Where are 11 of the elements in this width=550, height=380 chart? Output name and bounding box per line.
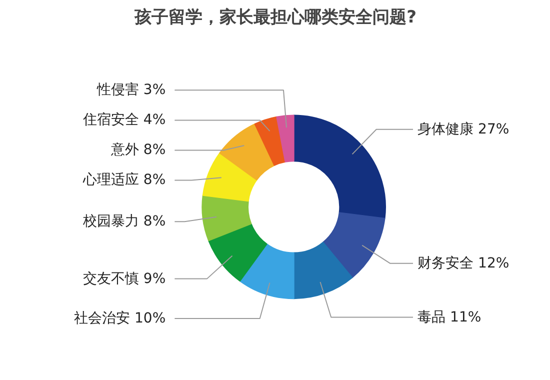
slice-label: 财务安全 12%	[418, 255, 510, 272]
slice-label: 社会治安 10%	[74, 310, 166, 326]
slice-label: 身体健康 27%	[418, 121, 510, 138]
slice-label: 交友不慎 9%	[82, 270, 166, 287]
slice-label: 意外 8%	[110, 142, 166, 158]
slice-label: 毒品 11%	[418, 309, 482, 326]
slice-label: 性侵害 3%	[96, 82, 166, 98]
slice-label: 校园暴力 8%	[82, 214, 166, 230]
slice-label: 住宿安全 4%	[82, 112, 166, 128]
chart-title: 孩子留学，家长最担心哪类安全问题?	[134, 8, 416, 28]
slice-label: 心理适应 8%	[82, 172, 166, 188]
